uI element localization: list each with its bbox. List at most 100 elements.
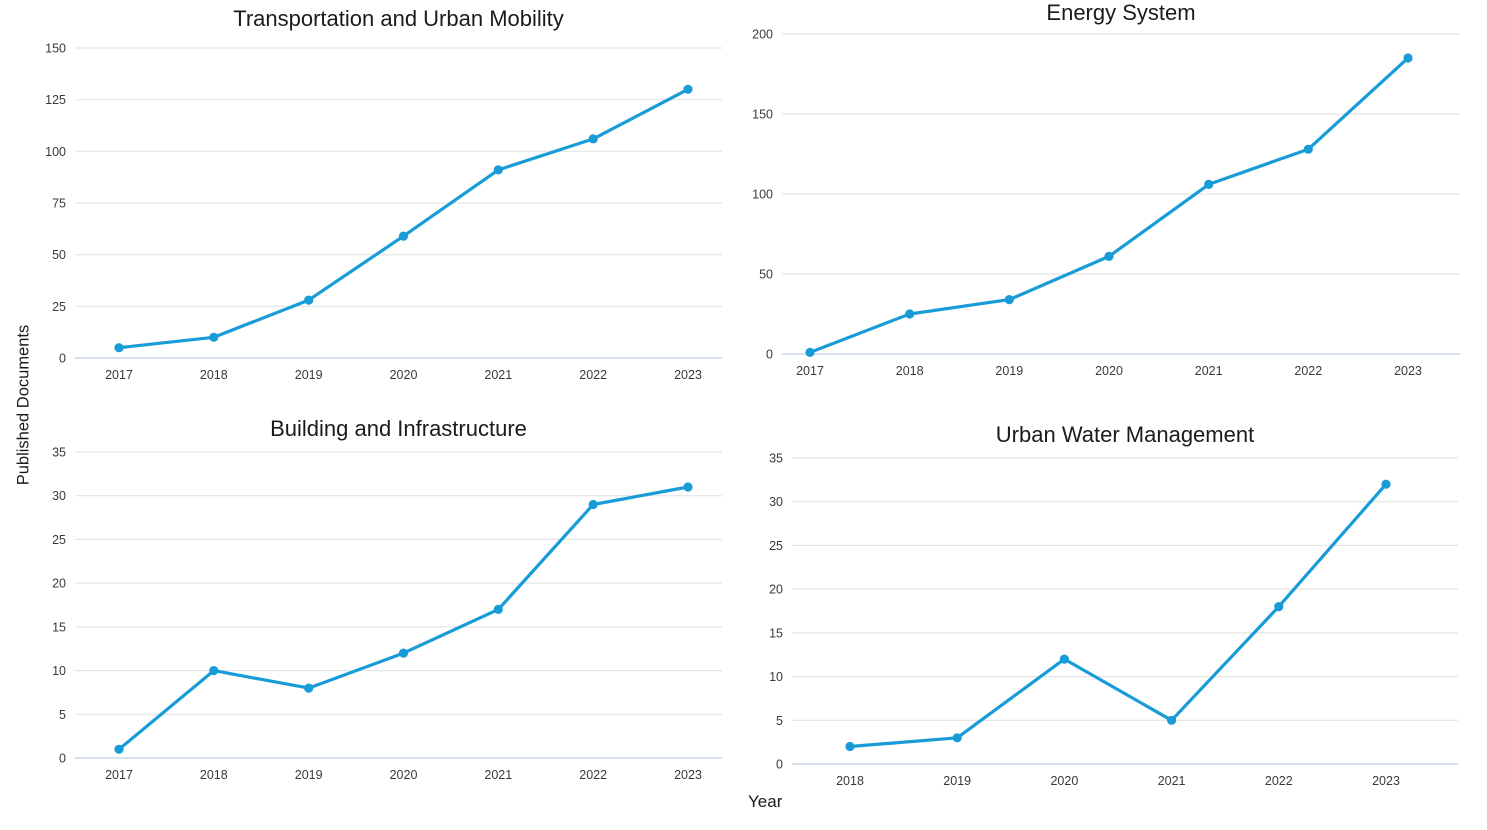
- chart-urban-water-management: Urban Water Management 0 5 10 15 20 25 30 35 201…: [750, 422, 1472, 805]
- y-tick-label: 125: [45, 93, 66, 107]
- x-tick-label: 2018: [896, 364, 924, 378]
- y-tick-label: 0: [59, 352, 66, 366]
- chart-building-and-infrastructure: Building and Infrastructure 0 5 10 15 20 25 30…: [18, 416, 730, 799]
- x-tick-label: 2018: [200, 768, 228, 782]
- data-point: [952, 733, 962, 743]
- data-point: [905, 309, 915, 319]
- y-tick-label: 200: [752, 28, 773, 42]
- data-point: [1059, 654, 1069, 664]
- y-tick-label: 50: [759, 268, 773, 282]
- data-point: [493, 165, 503, 175]
- x-tick-label: 2022: [579, 768, 607, 782]
- y-tick-label: 20: [769, 583, 783, 597]
- data-point: [1274, 602, 1284, 612]
- chart-energy-system: Energy System 0 50 100 150 200 2017 2018 2019 20…: [750, 0, 1472, 399]
- data-point: [304, 683, 314, 693]
- y-tick-label: 150: [752, 108, 773, 122]
- data-point: [1167, 715, 1177, 725]
- y-tick-label: 35: [52, 446, 66, 460]
- x-tick-label: 2021: [484, 368, 512, 382]
- data-point: [845, 741, 855, 752]
- y-tick-label: 35: [769, 452, 783, 466]
- x-tick-label: 2021: [484, 768, 512, 782]
- x-tick-label: 2021: [1158, 774, 1186, 788]
- y-tick-label: 5: [59, 708, 66, 722]
- y-tick-label: 10: [52, 664, 66, 678]
- data-point: [114, 343, 124, 353]
- data-point: [683, 84, 693, 94]
- chart-transportation-and-urban-mobility: Transportation and Urban Mobility 0 25 50 7…: [18, 6, 730, 399]
- data-point: [588, 134, 598, 144]
- x-tick-label: 2023: [674, 368, 702, 382]
- chart-title: Building and Infrastructure: [270, 416, 527, 441]
- y-tick-label: 25: [52, 533, 66, 547]
- x-tick-label: 2019: [295, 768, 323, 782]
- data-point: [683, 482, 693, 492]
- x-tick-label: 2018: [200, 368, 228, 382]
- line-series: [808, 56, 1410, 354]
- y-tick-label: 0: [59, 752, 66, 766]
- data-point: [1303, 144, 1313, 154]
- x-tick-label: 2017: [105, 368, 133, 382]
- y-tick-label: 50: [52, 248, 66, 262]
- data-point: [398, 648, 409, 658]
- data-point: [1104, 251, 1114, 261]
- chart-title: Urban Water Management: [995, 422, 1255, 447]
- y-tick-label: 0: [776, 758, 783, 772]
- x-tick-label: 2022: [579, 368, 607, 382]
- line-chart-svg: 0 5 10 15 20 25 30 35 2017 2018 2019 2020 2021 2022 20…: [52, 446, 722, 782]
- x-tick-label: 2017: [796, 364, 824, 378]
- line-series: [117, 485, 690, 751]
- y-tick-label: 20: [52, 577, 66, 591]
- data-point: [1381, 479, 1391, 489]
- data-point: [588, 499, 598, 510]
- x-tick-label: 2023: [1372, 774, 1400, 788]
- data-point: [493, 604, 503, 614]
- y-tick-label: 15: [769, 626, 783, 640]
- y-tick-label: 0: [766, 348, 773, 362]
- line-series: [117, 87, 690, 350]
- y-tick-label: 25: [52, 300, 66, 314]
- x-tick-label: 2023: [1394, 364, 1422, 378]
- y-tick-label: 25: [769, 539, 783, 553]
- x-tick-label: 2019: [943, 774, 971, 788]
- data-point: [209, 332, 219, 342]
- x-tick-label: 2017: [105, 768, 133, 782]
- y-tick-label: 30: [52, 489, 66, 503]
- data-point: [209, 666, 219, 676]
- data-point: [1204, 179, 1214, 189]
- data-point: [805, 347, 815, 357]
- x-axis-label: Year: [748, 792, 783, 811]
- x-tick-label: 2020: [390, 368, 418, 382]
- data-point: [1403, 53, 1413, 63]
- x-tick-label: 2020: [1095, 364, 1123, 378]
- y-tick-label: 15: [52, 620, 66, 634]
- x-tick-label: 2019: [995, 364, 1023, 378]
- data-point: [304, 295, 314, 305]
- chart-title: Transportation and Urban Mobility: [233, 6, 564, 31]
- line-series: [848, 482, 1388, 749]
- line-chart-svg: 0 25 50 75 100 125 150 2017 2018 2019 2020 2021 2022…: [45, 42, 722, 382]
- x-tick-label: 2021: [1195, 364, 1223, 378]
- x-tick-label: 2020: [1050, 774, 1078, 788]
- x-tick-label: 2023: [674, 768, 702, 782]
- data-point: [398, 231, 409, 241]
- x-tick-label: 2022: [1294, 364, 1322, 378]
- y-tick-label: 30: [769, 495, 783, 509]
- x-tick-label: 2019: [295, 368, 323, 382]
- x-tick-label: 2022: [1265, 774, 1293, 788]
- chart-title: Energy System: [1046, 0, 1196, 25]
- y-tick-label: 75: [52, 197, 66, 211]
- y-tick-label: 5: [776, 714, 783, 728]
- y-tick-label: 100: [45, 145, 66, 159]
- y-tick-label: 10: [769, 670, 783, 684]
- y-tick-label: 150: [45, 42, 66, 56]
- line-chart-svg: 0 5 10 15 20 25 30 35 2018 2019 2020 2021 2022 2023: [769, 452, 1458, 788]
- line-chart-svg: 0 50 100 150 200 2017 2018 2019 2020 2021 2022 2023: [752, 28, 1460, 378]
- y-tick-label: 100: [752, 188, 773, 202]
- data-point: [1004, 295, 1014, 305]
- x-tick-label: 2020: [390, 768, 418, 782]
- x-tick-label: 2018: [836, 774, 864, 788]
- data-point: [114, 744, 124, 754]
